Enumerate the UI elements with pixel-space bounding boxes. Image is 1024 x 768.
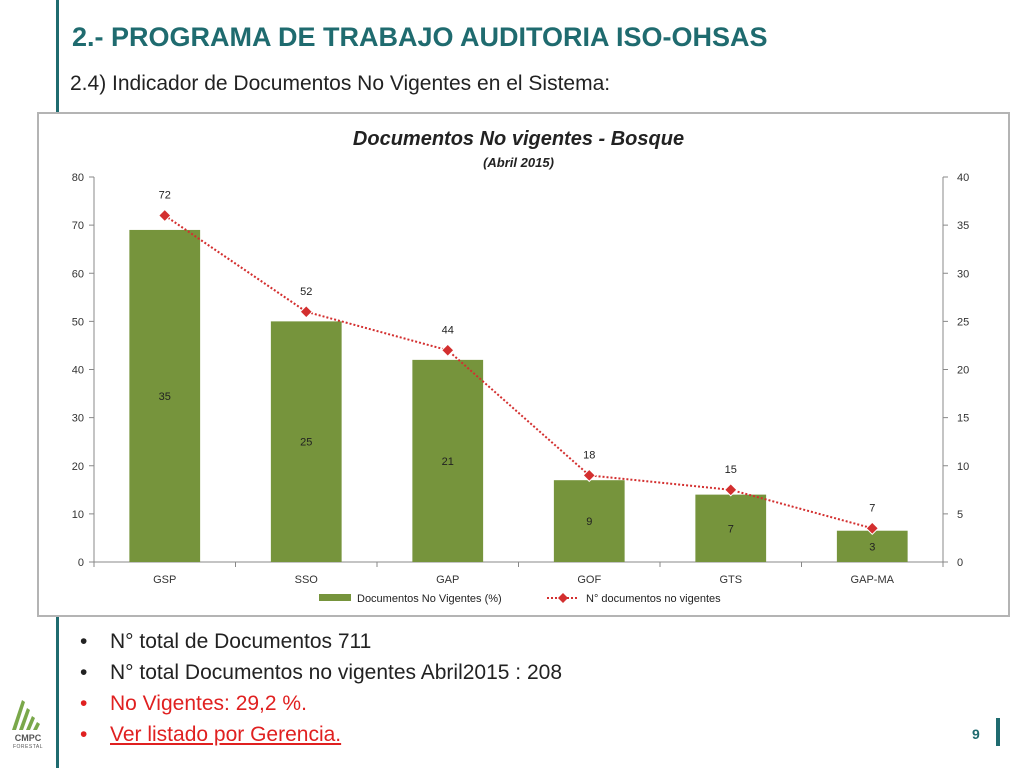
y-tick-label-left: 30 xyxy=(72,413,84,425)
y-tick-label-right: 0 xyxy=(957,557,963,569)
y-tick-label-right: 35 xyxy=(957,220,969,232)
line-point xyxy=(865,521,879,536)
bullet-dot: • xyxy=(80,630,88,653)
slide-subtitle: 2.4) Indicador de Documentos No Vigentes… xyxy=(70,72,611,95)
line-point xyxy=(582,468,596,483)
legend-bar-swatch xyxy=(319,594,351,601)
bullet-dot: • xyxy=(80,692,88,715)
bullet-total-docs: • N° total de Documentos 711 xyxy=(78,626,562,657)
chart-svg: Documentos No vigentes - Bosque (Abril 20… xyxy=(72,128,970,605)
line-data-label: 72 xyxy=(159,190,171,202)
bar-data-label: 35 xyxy=(159,391,171,403)
y-tick-label-left: 10 xyxy=(72,509,84,521)
bullet-list: • N° total de Documentos 711 • N° total Do… xyxy=(78,626,562,750)
x-tick-label: GAP xyxy=(436,574,459,586)
bullet-list-link[interactable]: • Ver listado por Gerencia. xyxy=(78,719,562,750)
chart-container: Documentos No vigentes - Bosque (Abril 20… xyxy=(37,112,1010,617)
y-tick-label-right: 40 xyxy=(957,172,969,184)
line-data-label: 15 xyxy=(725,464,737,476)
bar-data-label: 7 xyxy=(728,523,734,535)
bar-data-label: 21 xyxy=(442,456,454,468)
y-tick-label-left: 70 xyxy=(72,220,84,232)
line-point xyxy=(299,305,313,319)
line-series xyxy=(164,214,873,530)
y-tick-label-right: 10 xyxy=(957,461,969,473)
bar-gts xyxy=(695,494,767,562)
y-tick-label-left: 0 xyxy=(78,557,84,569)
line-point xyxy=(158,208,172,223)
legend-bar-label: Documentos No Vigentes (%) xyxy=(357,593,502,605)
management-list-link[interactable]: Ver listado por Gerencia. xyxy=(110,723,342,746)
bullet-not-valid-count: • N° total Documentos no vigentes Abril20… xyxy=(78,657,562,688)
bullet-dot: • xyxy=(80,661,88,684)
logo-line1: CMPC xyxy=(14,733,42,743)
x-tick-label: SSO xyxy=(295,574,319,586)
chart-subtitle: (Abril 2015) xyxy=(483,155,554,170)
legend-line-marker xyxy=(558,593,568,603)
y-tick-label-right: 30 xyxy=(957,268,969,280)
line-data-label: 44 xyxy=(442,324,454,336)
x-tick-label: GTS xyxy=(719,574,742,586)
y-tick-label-right: 20 xyxy=(957,365,969,377)
bullet-dot: • xyxy=(80,723,88,746)
line-data-label: 7 xyxy=(869,502,875,514)
line-data-label: 52 xyxy=(300,286,312,298)
y-tick-label-left: 20 xyxy=(72,461,84,473)
x-tick-label: GSP xyxy=(153,574,176,586)
bar-data-label: 9 xyxy=(586,516,592,528)
x-tick-label: GOF xyxy=(577,574,601,586)
logo-text: CMPC FORESTAL xyxy=(8,734,48,752)
bar-gap xyxy=(412,359,484,562)
y-tick-label-right: 15 xyxy=(957,413,969,425)
y-tick-label-right: 25 xyxy=(957,316,969,328)
logo-line2: FORESTAL xyxy=(12,744,44,750)
y-tick-label-left: 80 xyxy=(72,172,84,184)
y-tick-label-right: 5 xyxy=(957,509,963,521)
y-tick-label-left: 40 xyxy=(72,365,84,377)
line-point xyxy=(441,343,455,357)
bar-data-label: 3 xyxy=(869,541,875,553)
legend-line-label: N° documentos no vigentes xyxy=(586,593,721,605)
bar-gap-ma xyxy=(836,530,908,562)
cmpc-logo-icon xyxy=(12,700,40,730)
line-point xyxy=(724,483,738,497)
bar-gsp xyxy=(129,229,201,562)
y-tick-label-left: 60 xyxy=(72,268,84,280)
bullet-not-valid-percent: • No Vigentes: 29,2 %. xyxy=(78,688,562,719)
bar-sso xyxy=(270,321,342,562)
page-number: 9 xyxy=(972,726,980,742)
chart-title: Documentos No vigentes - Bosque xyxy=(353,128,684,150)
y-tick-label-left: 50 xyxy=(72,316,84,328)
bar-gof xyxy=(553,480,625,562)
page-number-bar xyxy=(996,718,1000,746)
x-tick-label: GAP-MA xyxy=(851,574,895,586)
bar-data-label: 25 xyxy=(300,437,312,449)
line-data-label: 18 xyxy=(583,449,595,461)
slide-title: 2.- PROGRAMA DE TRABAJO AUDITORIA ISO-OH… xyxy=(72,22,768,52)
